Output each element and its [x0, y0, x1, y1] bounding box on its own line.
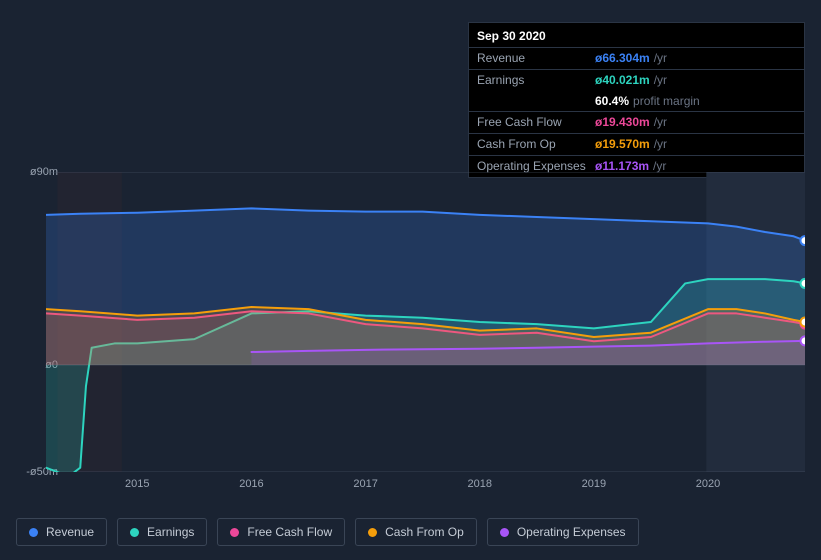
- tooltip-row: 60.4%profit margin: [469, 91, 804, 112]
- x-axis: 2015 2016 2017 2018 2019 2020: [46, 478, 805, 496]
- legend-label: Revenue: [46, 525, 94, 539]
- legend-swatch: [130, 528, 139, 537]
- legend-swatch: [29, 528, 38, 537]
- x-tick-label: 2020: [696, 478, 720, 490]
- tooltip-row-value: ø66.304m: [595, 50, 650, 67]
- legend-swatch: [500, 528, 509, 537]
- plot-area[interactable]: [46, 172, 805, 472]
- legend-item[interactable]: Cash From Op: [355, 518, 477, 546]
- legend-label: Earnings: [147, 525, 194, 539]
- legend-swatch: [230, 528, 239, 537]
- legend: Revenue Earnings Free Cash Flow Cash From O…: [16, 518, 639, 546]
- tooltip-row-label: Free Cash Flow: [477, 114, 595, 131]
- tooltip-row-value: 60.4%: [595, 93, 629, 110]
- tooltip-row-unit: /yr: [654, 50, 667, 67]
- x-tick-label: 2018: [467, 478, 491, 490]
- legend-swatch: [368, 528, 377, 537]
- tooltip-row: Free Cash Flowø19.430m/yr: [469, 111, 804, 133]
- tooltip-date: Sep 30 2020: [469, 23, 804, 47]
- chart-area: ø90mø0-ø50m 201520162017201820192020: [16, 156, 805, 496]
- tooltip-row-label: Earnings: [477, 72, 595, 89]
- legend-label: Cash From Op: [385, 525, 464, 539]
- tooltip-row: Revenueø66.304m/yr: [469, 47, 804, 69]
- x-tick-label: 2019: [582, 478, 606, 490]
- tooltip-row-value: ø40.021m: [595, 72, 650, 89]
- tooltip-row-extra: profit margin: [633, 93, 700, 110]
- tooltip-row-label: [477, 93, 595, 110]
- tooltip-row: Earningsø40.021m/yr: [469, 69, 804, 91]
- legend-item[interactable]: Free Cash Flow: [217, 518, 345, 546]
- legend-item[interactable]: Operating Expenses: [487, 518, 639, 546]
- legend-item[interactable]: Revenue: [16, 518, 107, 546]
- legend-label: Operating Expenses: [517, 525, 626, 539]
- x-tick-label: 2016: [239, 478, 263, 490]
- legend-label: Free Cash Flow: [247, 525, 332, 539]
- tooltip-panel: Sep 30 2020 Revenueø66.304m/yrEarningsø4…: [468, 22, 805, 178]
- tooltip-row-unit: /yr: [654, 136, 667, 153]
- tooltip-row-unit: /yr: [654, 72, 667, 89]
- x-tick-label: 2017: [353, 478, 377, 490]
- tooltip-row-label: Cash From Op: [477, 136, 595, 153]
- tooltip-row-unit: /yr: [654, 114, 667, 131]
- tooltip-row-value: ø19.430m: [595, 114, 650, 131]
- legend-item[interactable]: Earnings: [117, 518, 207, 546]
- tooltip-row-value: ø19.570m: [595, 136, 650, 153]
- tooltip-row-label: Revenue: [477, 50, 595, 67]
- x-tick-label: 2015: [125, 478, 149, 490]
- tooltip-row: Cash From Opø19.570m/yr: [469, 133, 804, 155]
